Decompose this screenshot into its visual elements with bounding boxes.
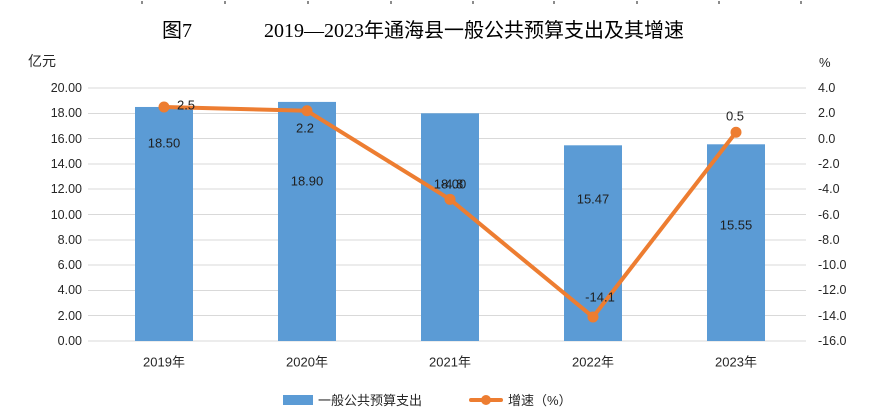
line-marker-2019年 xyxy=(158,101,170,113)
legend-item-expenditure: 一般公共预算支出 xyxy=(283,390,422,409)
clipped-text-artifact xyxy=(224,1,226,4)
line-marker-2020年 xyxy=(301,105,313,117)
y-tick-label-left: 6.00 xyxy=(57,257,82,272)
line-marker-2021年 xyxy=(444,193,456,205)
figure-title: 2019—2023年通海县一般公共预算支出及其增速 xyxy=(264,20,684,42)
x-category-label: 2022年 xyxy=(572,354,614,370)
legend: 一般公共预算支出 增速（%） xyxy=(283,390,572,409)
y-tick-label-left: 2.00 xyxy=(57,308,82,323)
clipped-text-artifact xyxy=(718,1,720,4)
line-value-label: 2.2 xyxy=(295,120,315,136)
bar-value-label: 18.00 xyxy=(433,176,467,192)
legend-expenditure-label: 一般公共预算支出 xyxy=(318,393,423,408)
clipped-text-artifact xyxy=(390,1,392,4)
y-tick-label-left: 12.00 xyxy=(50,181,82,196)
y-tick-label-left: 10.00 xyxy=(50,207,82,222)
clipped-text-artifact xyxy=(141,1,143,4)
y-tick-label-right: -16.0 xyxy=(818,333,847,348)
bar-2023年 xyxy=(707,144,765,341)
y-tick-label-right: 4.0 xyxy=(818,80,836,95)
y-tick-label-right: -2.0 xyxy=(818,156,840,171)
clipped-text-artifact xyxy=(636,1,638,4)
bar-2019年 xyxy=(135,106,193,341)
legend-line-marker-icon xyxy=(481,394,492,405)
legend-line-swatch xyxy=(469,394,504,405)
line-value-label: 0.5 xyxy=(725,108,745,124)
legend-item-growth: 增速（%） xyxy=(469,390,572,409)
bar-2022年 xyxy=(564,145,622,341)
bar-value-label: 18.50 xyxy=(147,135,181,151)
y-tick-label-left: 18.00 xyxy=(50,106,82,121)
y-tick-label-left: 8.00 xyxy=(57,232,82,247)
right-axis-unit-label: % xyxy=(819,55,831,70)
y-tick-label-left: 16.00 xyxy=(50,131,82,146)
line-value-label: 2.5 xyxy=(176,97,196,113)
y-tick-label-right: 0.0 xyxy=(818,131,836,146)
y-tick-label-right: -10.0 xyxy=(818,257,847,272)
y-tick-label-left: 20.00 xyxy=(50,80,82,95)
line-value-label: -14.1 xyxy=(585,289,615,305)
y-tick-label-right: 2.0 xyxy=(818,106,836,121)
bar-value-label: 15.55 xyxy=(719,217,753,233)
y-tick-label-right: -12.0 xyxy=(818,283,847,298)
y-tick-label-left: 14.00 xyxy=(50,156,82,171)
clipped-text-artifact xyxy=(472,1,474,4)
y-tick-label-left: 0.00 xyxy=(57,333,82,348)
left-axis-unit-label: 亿元 xyxy=(28,53,56,69)
clipped-text-artifact xyxy=(800,1,802,4)
legend-bar-swatch xyxy=(283,394,313,405)
clipped-text-artifact xyxy=(307,1,309,4)
bar-2020年 xyxy=(278,101,336,341)
x-category-label: 2021年 xyxy=(429,354,471,370)
bar-value-label: 18.90 xyxy=(290,173,324,189)
x-category-label: 2020年 xyxy=(286,354,328,370)
legend-growth-label: 增速（%） xyxy=(508,393,572,408)
clipped-text-artifact xyxy=(553,1,555,4)
y-tick-label-right: -8.0 xyxy=(818,232,840,247)
y-tick-label-left: 4.00 xyxy=(57,283,82,298)
bar-value-label: 15.47 xyxy=(576,191,610,207)
y-tick-label-right: -4.0 xyxy=(818,181,840,196)
line-marker-2023年 xyxy=(730,126,742,138)
x-category-label: 2023年 xyxy=(715,354,757,370)
y-tick-label-right: -14.0 xyxy=(818,308,847,323)
line-marker-2022年 xyxy=(587,311,599,323)
y-tick-label-right: -6.0 xyxy=(818,207,840,222)
figure-number: 图7 xyxy=(162,20,192,42)
bar-2021年 xyxy=(421,113,479,341)
line-value-label: -4.8 xyxy=(440,176,464,192)
x-category-label: 2019年 xyxy=(143,354,185,370)
